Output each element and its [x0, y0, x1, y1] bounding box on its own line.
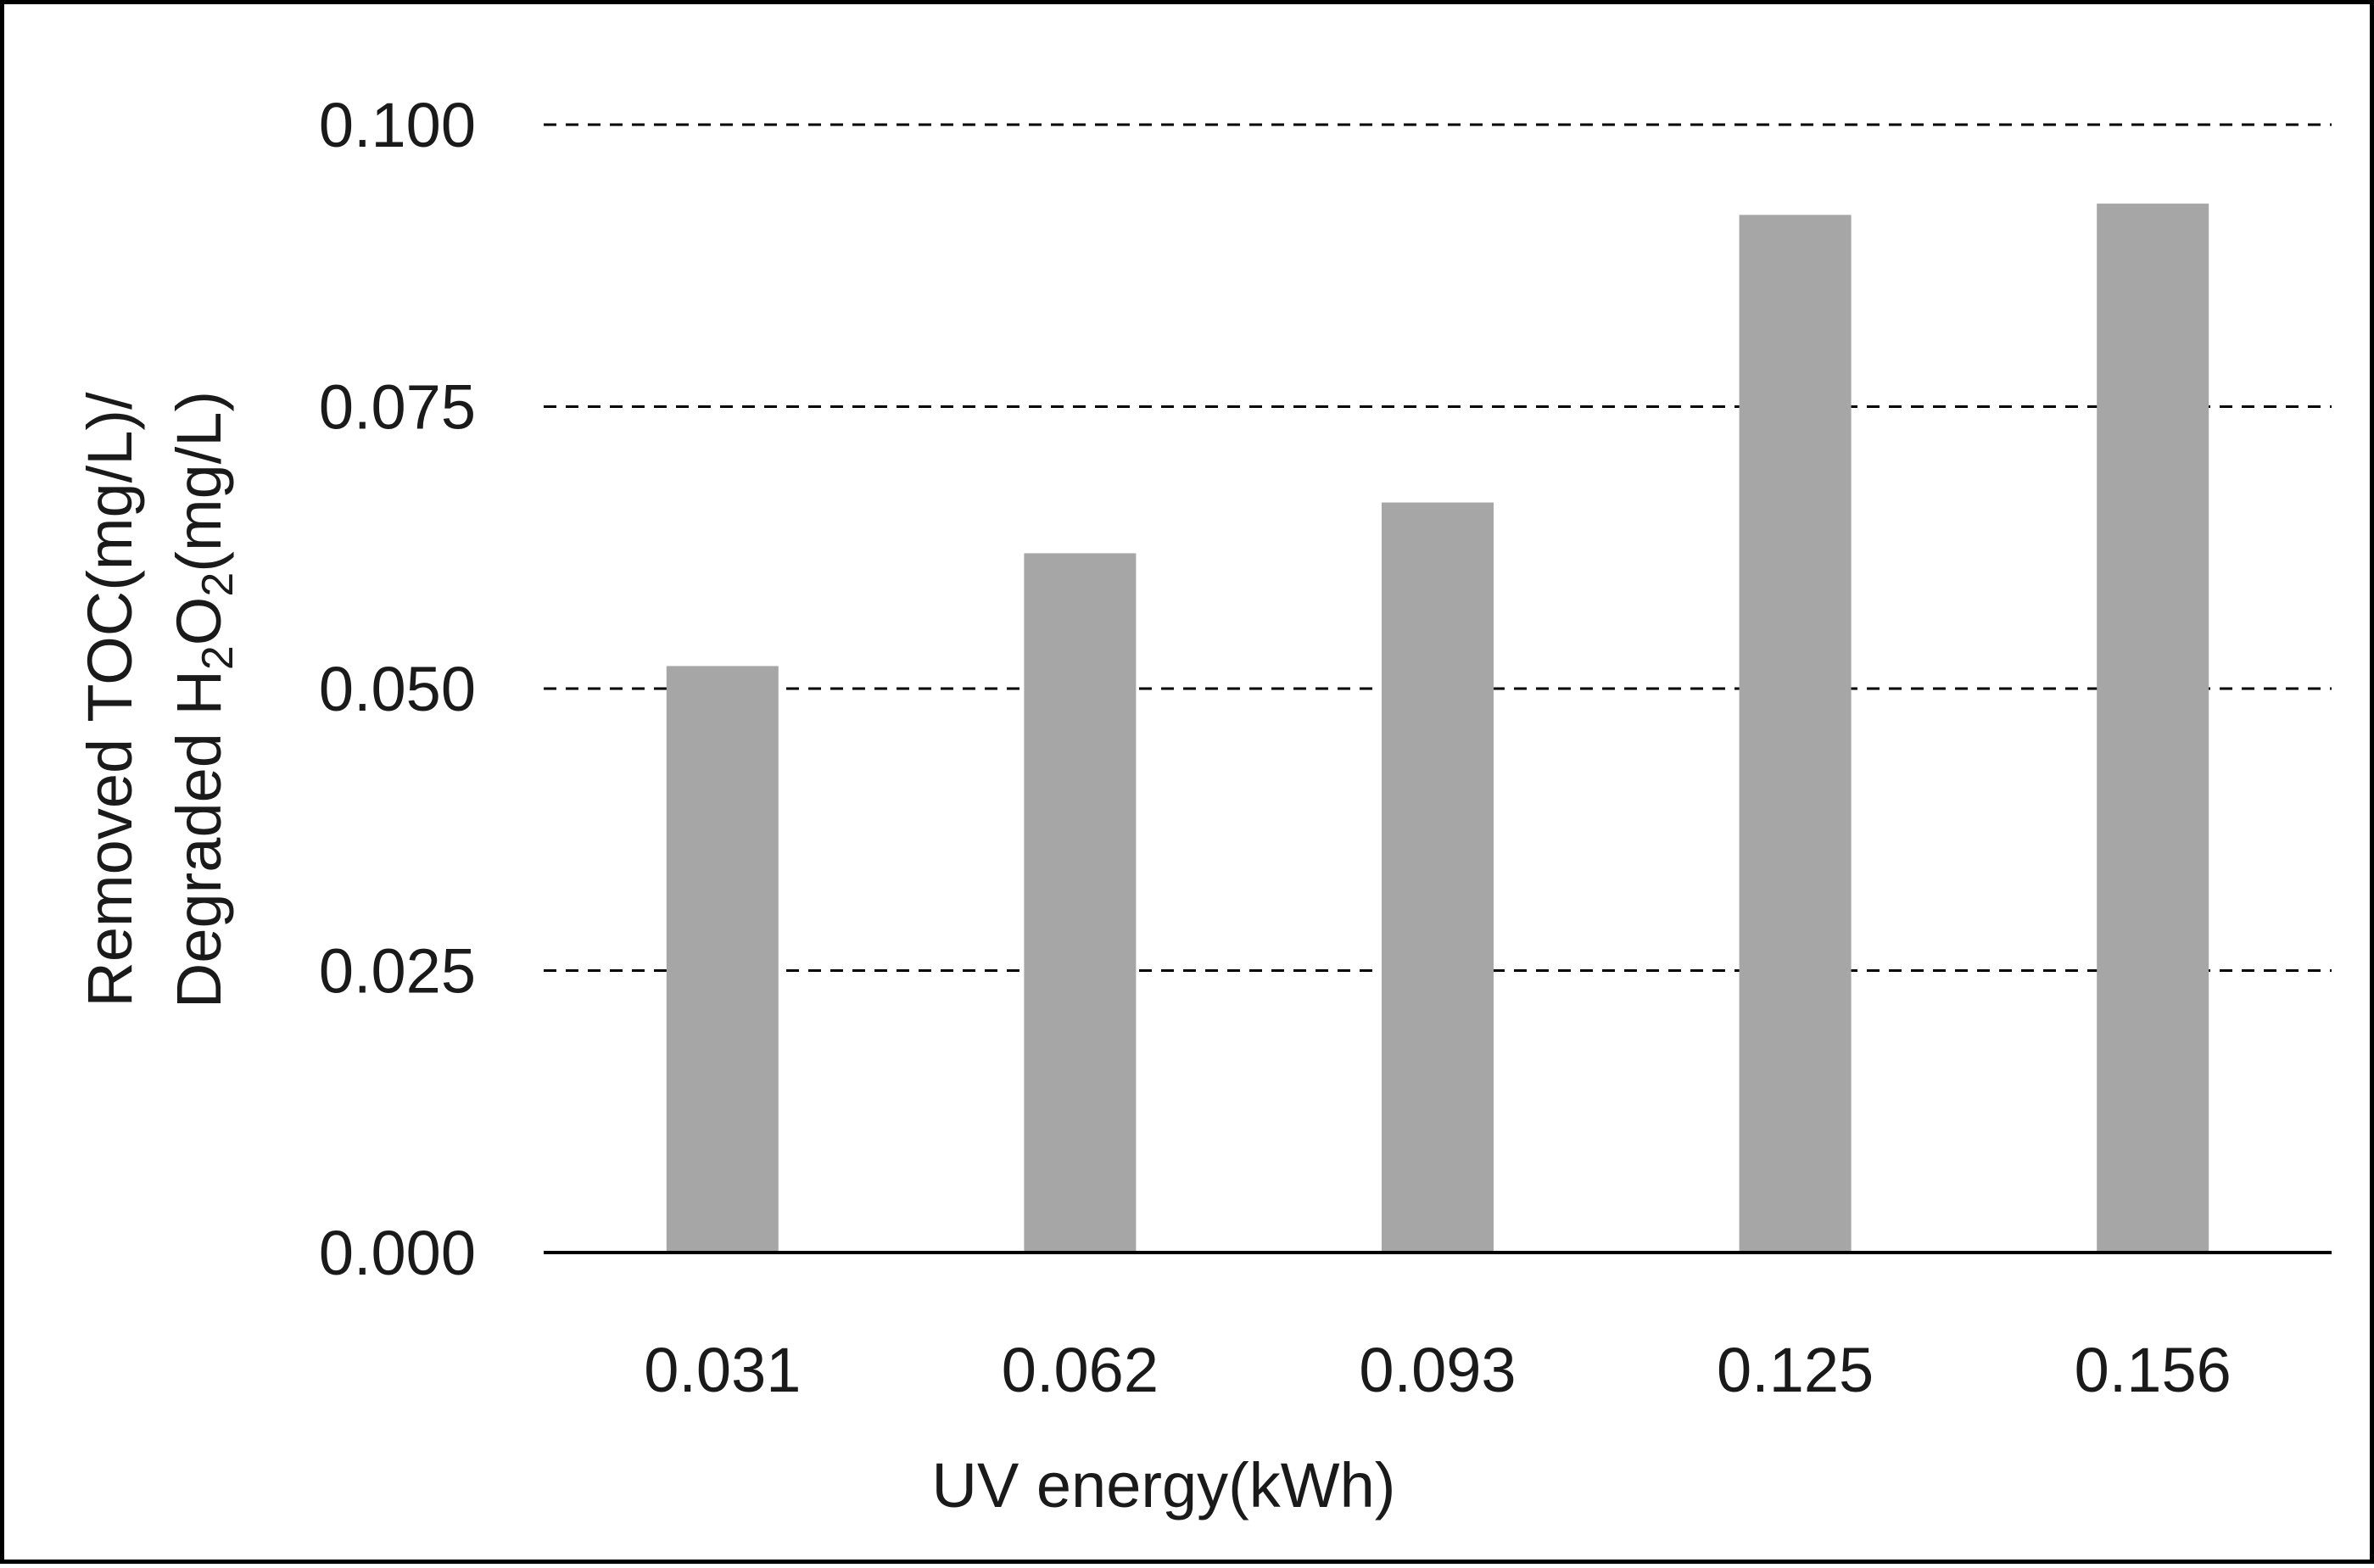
y-tick-label: 0.100	[319, 90, 476, 160]
y-axis-title-line2-prefix: Degraded H	[164, 670, 234, 1008]
y-tick-label: 0.000	[319, 1218, 476, 1288]
x-tick-label: 0.156	[2075, 1335, 2232, 1405]
bar	[1739, 215, 1852, 1253]
x-tick-label: 0.093	[1359, 1335, 1516, 1405]
y-axis-title-line1: Removed TOC(mg/L)/	[75, 392, 145, 1007]
y-tick-label: 0.050	[319, 654, 476, 724]
y-axis-title: Removed TOC(mg/L)/ Degraded H2O2(mg/L)	[75, 391, 243, 1008]
bars	[666, 204, 2209, 1253]
x-tick-label: 0.031	[644, 1335, 801, 1405]
x-tick-label: 0.125	[1717, 1335, 1874, 1405]
y-tick-labels: 0.000 0.025 0.050 0.075 0.100	[319, 90, 476, 1288]
y-axis-title-sub1: 2	[193, 645, 243, 670]
x-tick-labels: 0.031 0.062 0.093 0.125 0.156	[644, 1335, 2232, 1405]
bar	[1382, 502, 1494, 1253]
y-axis-title-line2-suffix: (mg/L)	[164, 391, 234, 572]
y-axis-title-sub2: 2	[193, 572, 243, 597]
bar-chart: 0.000 0.025 0.050 0.075 0.100 0.031 0.062 0.09…	[75, 90, 2332, 1521]
bar	[1024, 553, 1137, 1253]
bar	[666, 666, 779, 1253]
y-tick-label: 0.075	[319, 372, 476, 443]
bar	[2097, 204, 2209, 1253]
y-axis-title-line2: Degraded H2O2(mg/L)	[164, 391, 243, 1008]
y-tick-label: 0.025	[319, 936, 476, 1007]
x-tick-label: 0.062	[1002, 1335, 1159, 1405]
x-axis-title: UV energy(kWh)	[932, 1450, 1396, 1521]
y-axis-title-line2-mid: O	[164, 597, 234, 646]
